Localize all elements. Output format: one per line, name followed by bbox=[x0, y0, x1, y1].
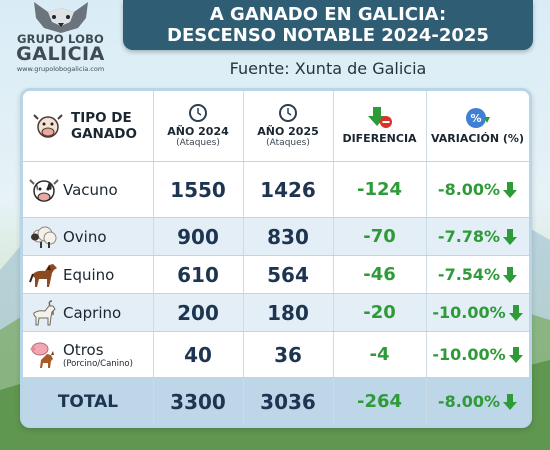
logo-line1: GRUPO LOBO bbox=[16, 32, 105, 46]
type-cell: Caprino bbox=[23, 294, 153, 331]
value-var: -10.00% bbox=[426, 332, 529, 377]
table-row: Caprino 200 180 -20 -10.00% bbox=[23, 294, 529, 331]
down-arrow-icon bbox=[503, 228, 518, 245]
type-name: Vacuno bbox=[63, 180, 118, 199]
header-variacion-label: VARIACIÓN (%) bbox=[431, 132, 524, 145]
total-2024: 3300 bbox=[170, 389, 226, 414]
type-name: Otros bbox=[63, 340, 104, 359]
type-cell: Ovino bbox=[23, 218, 153, 255]
table-total-row: TOTAL 3300 3036 -264 -8.00% bbox=[23, 378, 529, 425]
value-diff: -124 bbox=[356, 179, 403, 200]
type-subtitle: (Porcino/Canino) bbox=[63, 358, 133, 369]
header-diferencia: DIFERENCIA bbox=[333, 91, 426, 161]
type-name: Caprino bbox=[63, 303, 122, 322]
type-cell: Equino bbox=[23, 256, 153, 293]
total-2025: 3036 bbox=[260, 389, 316, 414]
percent-icon: % bbox=[465, 108, 490, 128]
value-var: -7.78% bbox=[426, 218, 529, 255]
down-arrow-icon bbox=[503, 181, 518, 198]
value-2025: 1426 bbox=[260, 177, 316, 202]
value-2024: 1550 bbox=[170, 177, 226, 202]
value-2025: 180 bbox=[267, 300, 309, 325]
value-diff: -46 bbox=[363, 264, 396, 285]
value-2025: 564 bbox=[267, 262, 309, 287]
header-2024: AÑO 2024 (Ataques) bbox=[153, 91, 243, 161]
sheep-icon bbox=[31, 226, 57, 248]
down-arrow-icon bbox=[503, 393, 518, 410]
down-arrow-icon bbox=[503, 266, 518, 283]
value-diff: -70 bbox=[363, 226, 396, 247]
value-2025: 36 bbox=[274, 342, 302, 367]
header-2024-sub: (Ataques) bbox=[176, 137, 220, 148]
value-diff: -20 bbox=[363, 302, 396, 323]
table-row: Otros (Porcino/Canino) 40 36 -4 -10.00% bbox=[23, 332, 529, 377]
total-var: -8.00% bbox=[426, 378, 529, 425]
type-cell: Vacuno bbox=[23, 162, 153, 217]
header-2025: AÑO 2025 (Ataques) bbox=[243, 91, 333, 161]
header-diferencia-label: DIFERENCIA bbox=[342, 132, 417, 145]
title-banner: A GANADO EN GALICIA: DESCENSO NOTABLE 20… bbox=[123, 0, 533, 50]
pig-dog-icon bbox=[30, 342, 54, 368]
total-label: TOTAL bbox=[57, 391, 119, 412]
value-var: -8.00% bbox=[426, 162, 529, 217]
header-tipo: TIPO DE GANADO bbox=[23, 91, 153, 161]
table-row: Ovino 900 830 -70 -7.78% bbox=[23, 218, 529, 255]
value-var: -10.00% bbox=[426, 294, 529, 331]
value-2024: 900 bbox=[177, 224, 219, 249]
var-text: -10.00% bbox=[432, 303, 506, 322]
value-2024: 40 bbox=[184, 342, 212, 367]
var-text: -10.00% bbox=[432, 345, 506, 364]
value-var: -7.54% bbox=[426, 256, 529, 293]
title-line2: DESCENSO NOTABLE 2024-2025 bbox=[167, 25, 489, 46]
cow-icon bbox=[29, 178, 59, 202]
var-text: -8.00% bbox=[437, 180, 501, 199]
type-name: Equino bbox=[63, 265, 115, 284]
header-variacion: % VARIACIÓN (%) bbox=[426, 91, 529, 161]
type-name: Ovino bbox=[63, 227, 107, 246]
svg-text:%: % bbox=[470, 112, 481, 125]
value-2025: 830 bbox=[267, 224, 309, 249]
wolf-logo-icon bbox=[34, 2, 88, 33]
title-line1: A GANADO EN GALICIA: bbox=[209, 4, 447, 25]
table-row: Equino 610 564 -46 -7.54% bbox=[23, 256, 529, 293]
var-text: -7.54% bbox=[437, 265, 501, 284]
clock-icon bbox=[189, 103, 207, 122]
cow-icon bbox=[33, 113, 63, 138]
var-text: -8.00% bbox=[437, 392, 501, 411]
header-2024-label: AÑO 2024 bbox=[167, 124, 229, 138]
goat-icon bbox=[33, 299, 56, 325]
clock-icon bbox=[279, 103, 297, 122]
logo-url: www.grupolobogalicia.com bbox=[16, 65, 105, 73]
header-2025-sub: (Ataques) bbox=[266, 137, 310, 148]
table-row: Vacuno 1550 1426 -124 -8.00% bbox=[23, 162, 529, 217]
data-table: TIPO DE GANADO AÑO 2024 (Ataques) AÑO 20… bbox=[20, 88, 532, 428]
down-arrow-icon bbox=[508, 346, 523, 363]
type-cell: Otros (Porcino/Canino) bbox=[23, 332, 153, 377]
var-text: -7.78% bbox=[437, 227, 501, 246]
down-arrow-icon bbox=[508, 304, 523, 321]
down-arrow-minus-icon bbox=[367, 107, 392, 128]
value-2024: 200 bbox=[177, 300, 219, 325]
table-header: TIPO DE GANADO AÑO 2024 (Ataques) AÑO 20… bbox=[23, 91, 529, 161]
value-diff: -4 bbox=[369, 344, 390, 365]
logo: GRUPO LOBO GALICIA www.grupolobogalicia.… bbox=[8, 0, 113, 80]
total-diff: -264 bbox=[356, 391, 403, 412]
logo-line2: GALICIA bbox=[16, 43, 105, 65]
header-tipo-label: TIPO DE GANADO bbox=[71, 110, 137, 142]
header-2025-label: AÑO 2025 bbox=[257, 124, 319, 138]
horse-icon bbox=[29, 263, 57, 287]
source-caption: Fuente: Xunta de Galicia bbox=[229, 59, 427, 78]
value-2024: 610 bbox=[177, 262, 219, 287]
